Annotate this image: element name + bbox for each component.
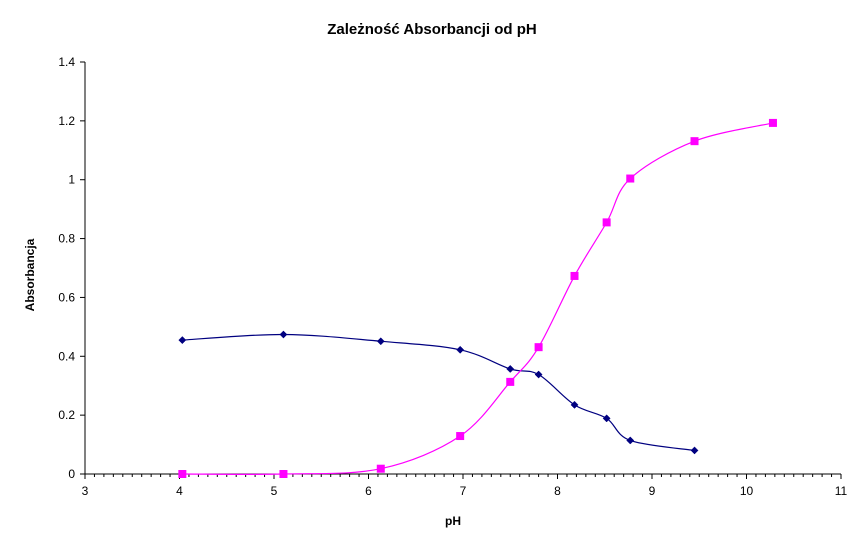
data-point-square <box>376 464 385 473</box>
y-axis-label: Absorbancja <box>23 238 37 311</box>
data-point-diamond <box>626 436 635 445</box>
data-point-square <box>279 470 288 478</box>
series-layer <box>178 118 777 478</box>
y-tick-label: 0.6 <box>58 290 75 304</box>
x-tick-label: 5 <box>271 484 278 498</box>
axes: 0 0.2 0.4 0.6 0.8 1 1.2 1.4 3 4 5 6 7 8 9 10 11 <box>58 55 847 498</box>
y-tick-label: 0.2 <box>58 408 75 422</box>
data-point-square <box>690 137 699 146</box>
data-point-square <box>506 377 515 386</box>
x-tick-label: 11 <box>835 484 848 498</box>
data-point-square <box>602 218 611 227</box>
x-tick-label: 3 <box>82 484 89 498</box>
x-tick-label: 7 <box>460 484 467 498</box>
data-point-square <box>570 271 579 280</box>
data-point-diamond <box>376 337 385 346</box>
series-1 <box>178 330 699 455</box>
y-tick-label: 1 <box>68 173 75 187</box>
data-point-square <box>626 174 635 183</box>
data-point-square <box>768 118 777 127</box>
x-tick-label: 8 <box>554 484 561 498</box>
series-line <box>182 122 774 475</box>
data-point-square <box>178 470 187 478</box>
data-point-diamond <box>570 400 579 409</box>
y-tick-label: 1.4 <box>58 55 75 69</box>
data-point-diamond <box>534 370 543 379</box>
x-tick-label: 4 <box>176 484 183 498</box>
data-point-diamond <box>178 336 187 345</box>
series-2 <box>178 118 777 478</box>
chart-title: Zależność Absorbancji od pH <box>327 21 536 38</box>
y-tick-label: 0.8 <box>58 232 75 246</box>
data-point-diamond <box>279 330 288 339</box>
x-tick-label: 6 <box>365 484 372 498</box>
data-point-diamond <box>602 414 611 423</box>
y-tick-label: 0.4 <box>58 349 75 363</box>
x-tick-label: 9 <box>649 484 656 498</box>
data-point-square <box>534 343 543 352</box>
data-point-diamond <box>690 446 699 455</box>
series-line <box>182 333 695 452</box>
data-point-diamond <box>506 364 515 373</box>
data-point-diamond <box>456 345 465 354</box>
data-point-square <box>456 432 465 441</box>
x-axis-label: pH <box>445 514 461 528</box>
y-tick-label: 0 <box>68 467 75 481</box>
y-tick-label: 1.2 <box>58 114 75 128</box>
x-tick-label: 10 <box>740 484 754 498</box>
